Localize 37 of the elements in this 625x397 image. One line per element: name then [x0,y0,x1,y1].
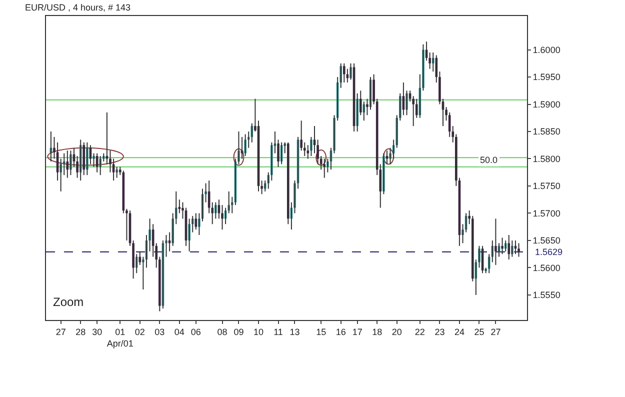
x-tick-label: 22 [414,326,425,337]
x-tick-label: 25 [474,326,484,337]
x-tick-label: 17 [352,326,362,337]
y-tick-label: 1.5600 [532,262,560,273]
x-tick-label: 20 [392,326,402,337]
x-tick-label: 08 [217,326,228,337]
x-tick-label: 04 [174,326,184,337]
y-tick-label: 1.5550 [532,290,560,300]
x-tick-label: 13 [290,326,300,337]
annotation: 50.0 [480,155,498,165]
y-tick-label: 1.5850 [532,126,560,137]
x-tick-label: 02 [134,326,145,337]
y-tick-label: 1.5950 [532,72,560,82]
x-tick-label: 18 [372,326,382,337]
x-tick-label: 03 [154,326,165,337]
x-tick-label: 27 [490,326,501,337]
x-tick-label: 27 [56,326,66,337]
x-tick-label: 30 [92,326,102,337]
x-tick-label: 01 Apr/01 [106,326,134,348]
x-tick-label: 10 [253,326,264,337]
x-tick-label: 09 [234,326,244,337]
y-tick-label: 1.5900 [532,99,560,110]
x-tick-label: 11 [274,326,283,337]
x-tick-label: 16 [336,326,346,337]
y-tick-label: 1.5800 [532,154,560,164]
y-tick-label: 1.6000 [532,44,560,55]
chart-title: EUR/USD , 4 hours, # 143 [25,2,131,12]
y-tick-label: 1.5750 [532,181,560,192]
annotation: Zoom [53,295,84,309]
x-tick-label: 24 [454,326,464,337]
x-tick-label: 06 [190,326,201,337]
y-tick-label: 1.5650 [532,236,560,246]
y-tick-label: 1.5700 [532,208,560,218]
x-tick-label: 28 [76,326,86,337]
ref-line-label: 1.5629 [535,247,563,257]
x-tick-label: 23 [434,326,445,337]
x-tick-label: 15 [316,326,326,337]
